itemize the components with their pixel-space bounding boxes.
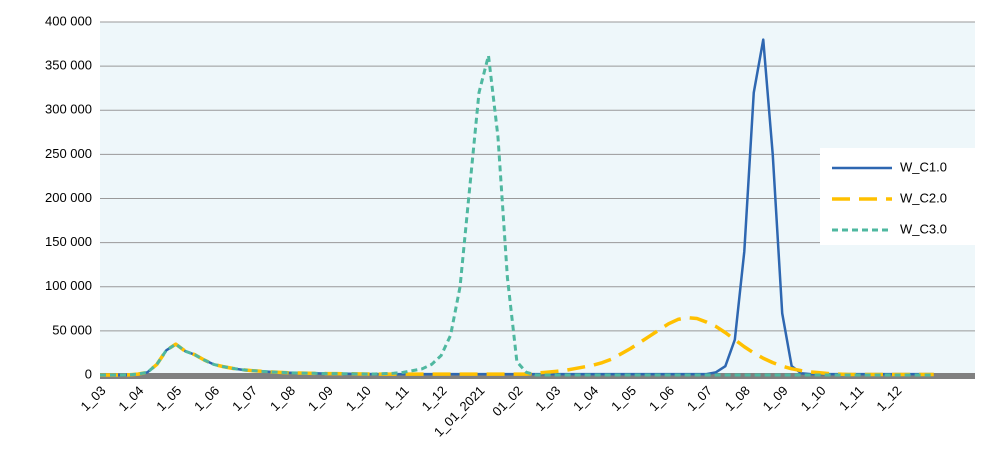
x-tick-label: 1_09 <box>305 383 336 414</box>
y-tick-label: 350 000 <box>45 58 92 73</box>
x-tick-label: 1_12 <box>419 383 450 414</box>
x-tick-label: 1_08 <box>722 383 753 414</box>
legend-label: W_C2.0 <box>900 190 947 205</box>
x-tick-label: 1_11 <box>381 383 411 413</box>
y-tick-label: 400 000 <box>45 13 92 28</box>
y-tick-label: 0 <box>85 366 92 381</box>
x-tick-label: 1_04 <box>115 383 146 414</box>
y-tick-label: 300 000 <box>45 102 92 117</box>
x-tick-label: 1_11 <box>836 383 866 413</box>
x-tick-label: 1_10 <box>343 383 374 414</box>
series-line <box>100 315 934 377</box>
y-tick-label: 50 000 <box>52 322 92 337</box>
y-tick-label: 250 000 <box>45 146 92 161</box>
x-tick-label: 1_07 <box>229 383 260 414</box>
x-tick-label: 01_02 <box>489 383 525 419</box>
legend-label: W_C3.0 <box>900 221 947 236</box>
x-tick-label: 1_09 <box>760 383 791 414</box>
x-tick-label: 1_05 <box>608 383 639 414</box>
y-tick-label: 200 000 <box>45 190 92 205</box>
x-tick-label: 1_03 <box>532 383 563 414</box>
legend-label: W_C1.0 <box>900 159 947 174</box>
x-tick-label: 1_08 <box>267 383 298 414</box>
x-tick-label: 1_07 <box>684 383 715 414</box>
x-tick-label: 1_04 <box>570 383 601 414</box>
y-tick-label: 150 000 <box>45 234 92 249</box>
legend: W_C1.0 W_C2.0 W_C3.0 <box>820 148 975 245</box>
x-tick-label: 1_10 <box>798 383 829 414</box>
x-tick-label: 1_12 <box>873 383 904 414</box>
x-tick-label: 1_06 <box>646 383 677 414</box>
series-line <box>100 54 934 377</box>
x-tick-label: 1_03 <box>77 383 108 414</box>
x-tick-label: 1_06 <box>191 383 222 414</box>
y-tick-label: 100 000 <box>45 278 92 293</box>
x-tick-label: 1_05 <box>153 383 184 414</box>
